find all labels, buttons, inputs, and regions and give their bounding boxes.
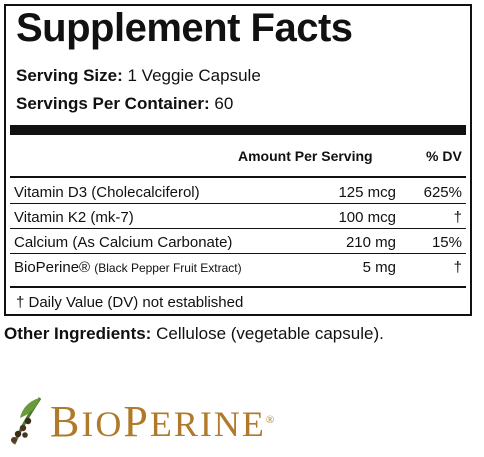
panel-title: Supplement Facts — [16, 6, 353, 50]
nutrient-name-text: BioPerine® — [14, 259, 91, 276]
serving-size-label: Serving Size: — [16, 66, 123, 85]
wordmark-p: P — [123, 397, 150, 446]
wordmark-io: IO — [81, 404, 124, 444]
nutrient-name-text: Calcium (As Calcium Carbonate) — [14, 234, 233, 251]
other-ingredients-value: Cellulose (vegetable capsule). — [156, 324, 384, 343]
bioperine-wordmark: BIOPERINE® — [50, 396, 276, 447]
row-divider — [10, 228, 466, 229]
nutrient-name: Vitamin D3 (Cholecalciferol) — [14, 184, 200, 201]
nutrient-amount: 5 mg — [362, 259, 396, 276]
percent-dv-header: % DV — [426, 148, 462, 164]
dv-footnote: † Daily Value (DV) not established — [16, 294, 244, 311]
row-divider — [10, 203, 466, 204]
servings-per-container: Servings Per Container: 60 — [16, 94, 233, 114]
nutrient-row: Vitamin K2 (mk-7) 100 mcg † — [6, 205, 470, 229]
nutrient-amount: 125 mcg — [338, 184, 396, 201]
other-ingredients-label: Other Ingredients: — [4, 324, 152, 343]
servings-per-container-value: 60 — [214, 94, 234, 113]
header-divider — [10, 176, 466, 178]
servings-per-container-label: Servings Per Container: — [16, 94, 210, 113]
nutrient-name-text: Vitamin D3 (Cholecalciferol) — [14, 184, 200, 201]
wordmark-erine: ERINE — [149, 404, 266, 444]
nutrient-name-text: Vitamin K2 (mk-7) — [14, 209, 134, 226]
nutrient-row: BioPerine® (Black Pepper Fruit Extract) … — [6, 255, 470, 279]
nutrient-row: Calcium (As Calcium Carbonate) 210 mg 15… — [6, 230, 470, 254]
bioperine-logo: BIOPERINE® — [6, 388, 326, 448]
other-ingredients: Other Ingredients: Cellulose (vegetable … — [4, 324, 384, 344]
wordmark-b: B — [50, 397, 82, 446]
supplement-facts-panel: Supplement Facts Serving Size: 1 Veggie … — [4, 4, 472, 316]
amount-per-serving-header: Amount Per Serving — [238, 148, 373, 164]
thick-divider — [10, 125, 466, 135]
nutrient-amount: 210 mg — [345, 234, 396, 251]
nutrient-name: BioPerine® (Black Pepper Fruit Extract) — [14, 259, 242, 276]
nutrient-dv: 15% — [431, 234, 462, 251]
nutrient-dv: † — [453, 259, 462, 276]
nutrient-amount: 100 mcg — [338, 209, 396, 226]
nutrient-name: Vitamin K2 (mk-7) — [14, 209, 134, 226]
row-divider — [10, 253, 466, 254]
registered-mark: ® — [265, 414, 277, 426]
nutrient-row: Vitamin D3 (Cholecalciferol) 125 mcg 625… — [6, 180, 470, 204]
nutrient-dv: † — [453, 209, 462, 226]
nutrient-name-suffix: (Black Pepper Fruit Extract) — [94, 261, 242, 275]
serving-size-value: 1 Veggie Capsule — [127, 66, 261, 85]
nutrient-name: Calcium (As Calcium Carbonate) — [14, 234, 232, 251]
nutrient-dv: 625% — [423, 184, 462, 201]
serving-size: Serving Size: 1 Veggie Capsule — [16, 66, 261, 86]
footer-divider — [10, 286, 466, 288]
pepper-vine-icon — [11, 397, 42, 445]
